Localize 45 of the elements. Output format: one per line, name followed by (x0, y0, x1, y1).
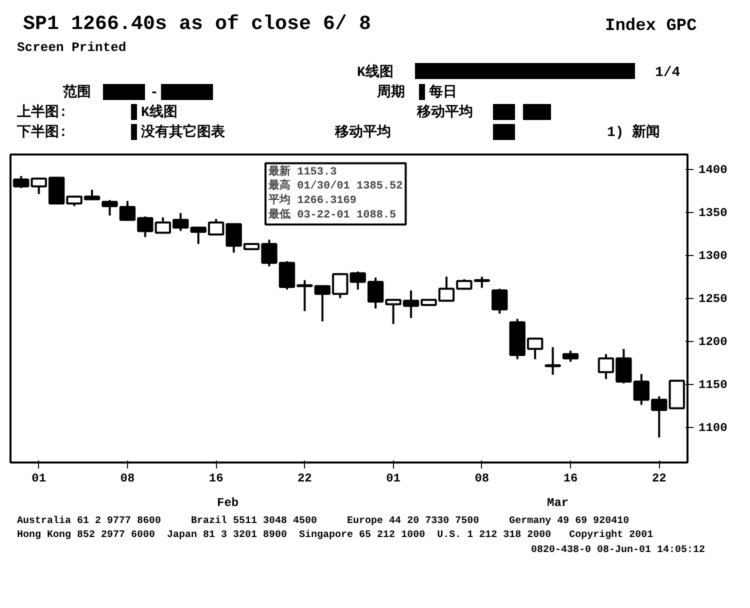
y-tick-label: 1250 (698, 292, 728, 306)
annotation: 最低 03-22-01 1088.5 (268, 208, 397, 222)
x-tick-label: 16 (208, 472, 224, 486)
candlestick (13, 175, 30, 190)
text: 周期 (377, 83, 405, 103)
text: 移动平均 (417, 103, 473, 123)
x-tick-label: 01 (386, 472, 401, 486)
text: 每日 (429, 83, 457, 103)
y-tick-label: 1350 (698, 206, 728, 220)
x-tick-label: 08 (474, 472, 490, 486)
y-tick-label: 1300 (698, 249, 728, 264)
candlestick (102, 199, 118, 217)
text: - (150, 84, 158, 103)
chart-title: SP1 1266.40s as of close 6/ 8 (23, 12, 372, 38)
chart-subtitle: Screen Printed (17, 39, 126, 57)
text: 1) 新闻 (607, 123, 660, 143)
x-tick-label: 08 (120, 472, 135, 486)
annotation: 最高 01/30/01 1385.52 (268, 178, 403, 193)
x-tick-label: 16 (563, 472, 578, 486)
text: Feb (217, 495, 239, 512)
text: 1/4 (655, 64, 680, 83)
x-tick-label: 22 (297, 472, 312, 486)
text: 0820-438-0 08-Jun-01 14:05:12 (530, 544, 706, 558)
y-tick-label: 1100 (698, 421, 728, 436)
text: Index GPC (605, 16, 697, 38)
candlestick (492, 288, 508, 315)
text: 范围 (63, 83, 91, 103)
text: 下半图: (17, 123, 68, 143)
text: 移动平均 (335, 123, 391, 143)
text: Mar (547, 495, 569, 512)
candlestick (562, 350, 579, 363)
annotation: 平均 1266.3169 (268, 193, 357, 208)
x-tick-label: 22 (652, 472, 666, 486)
text: K线图 (357, 63, 394, 83)
x-tick-label: 01 (32, 472, 46, 486)
y-tick-label: 1150 (698, 378, 728, 392)
text: Hong Kong 852 2977 6000 Japan 81 3 3201 8900 Singapore 65 212 1000 U.S. 1 212 318 2000 Copyright 2001 (17, 529, 654, 544)
text: Australia 61 2 9777 8600 Brazil 5511 3048 4500 Europe 44 20 7330 7500 Germany 49 69 920410 (17, 515, 630, 529)
y-tick-label: 1400 (698, 163, 728, 178)
annotation: 最新 1153.3 (268, 164, 338, 178)
text: 没有其它图表 (141, 123, 225, 143)
text: 上半图: (17, 103, 68, 123)
y-tick-label: 1200 (698, 335, 728, 350)
candlestick (544, 346, 561, 376)
text: K线图 (141, 103, 178, 123)
